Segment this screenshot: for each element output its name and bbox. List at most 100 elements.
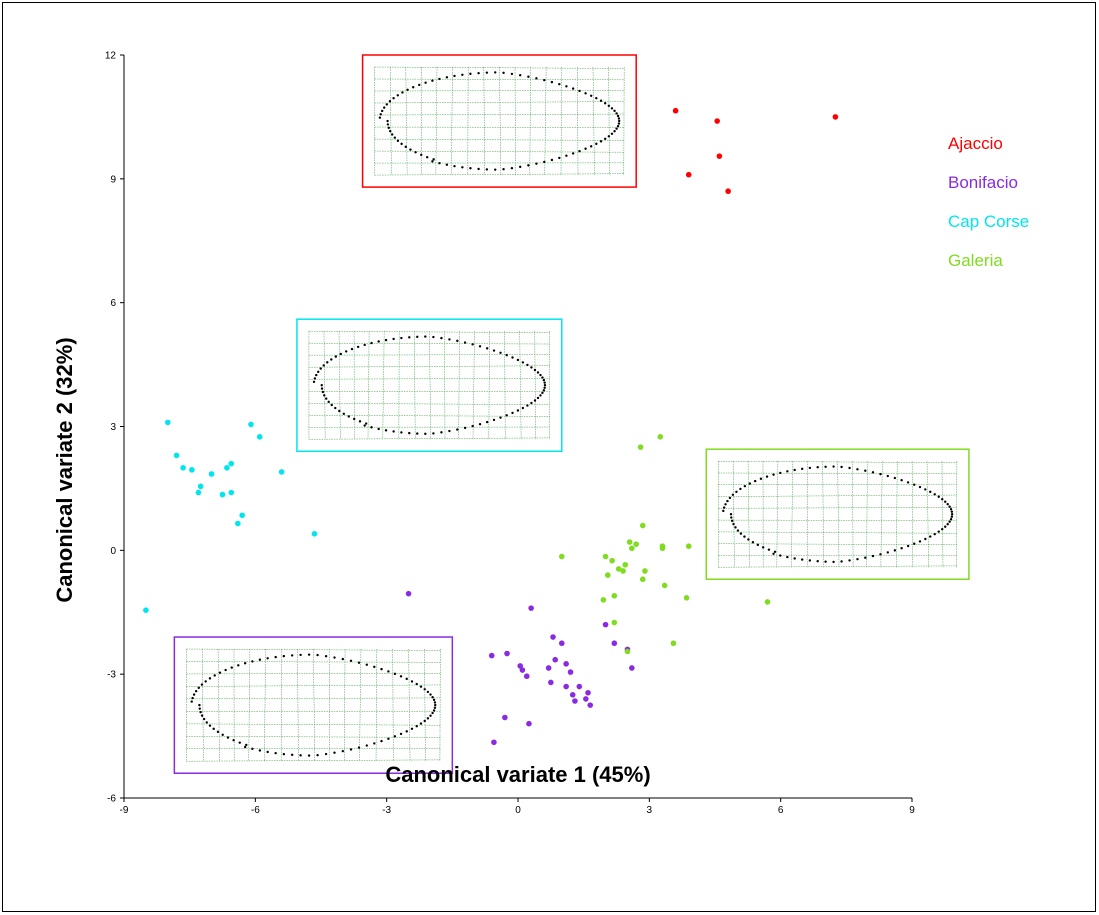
outline-landmark <box>840 560 843 563</box>
outline-landmark <box>492 418 496 422</box>
outline-landmark <box>728 496 732 500</box>
outline-landmark <box>485 420 489 424</box>
deformation-grid-line <box>718 472 957 475</box>
deformation-grid-line <box>313 649 316 762</box>
deformation-grid-line <box>308 365 550 368</box>
outline-landmark <box>416 335 419 339</box>
outline-landmark <box>578 89 581 93</box>
outline-landmark <box>933 493 936 496</box>
outline-landmark <box>357 746 361 749</box>
outline-landmark <box>324 752 328 756</box>
deformation-grid-line <box>359 649 362 762</box>
outline-landmark <box>730 519 734 523</box>
outline-landmark <box>431 160 434 163</box>
outline-landmark <box>380 739 383 743</box>
outline-landmark <box>363 343 366 347</box>
outline-landmark <box>334 406 337 410</box>
outline-landmark <box>393 136 397 139</box>
outline-landmark <box>879 553 882 556</box>
outline-landmark <box>258 658 262 661</box>
deformation-grid-line <box>297 649 299 762</box>
data-point <box>197 483 204 490</box>
outline-landmark <box>237 664 240 667</box>
outline-landmark <box>385 103 389 106</box>
deformation-grid-line <box>822 461 824 568</box>
outline-landmark <box>471 343 474 346</box>
outline-landmark <box>900 547 903 550</box>
outline-landmark <box>274 751 277 755</box>
data-point <box>180 464 186 471</box>
data-point <box>583 696 589 702</box>
outline-landmark <box>469 167 472 170</box>
shape-inset <box>705 448 970 580</box>
outline-landmark <box>358 420 362 423</box>
outline-landmark <box>334 355 338 358</box>
outline-landmark <box>521 406 525 410</box>
outline-landmark <box>543 160 546 164</box>
outline-landmark <box>793 468 796 472</box>
outline-landmark <box>198 707 201 710</box>
outline-landmark <box>438 77 441 81</box>
outline-landmark <box>419 685 423 688</box>
outline-landmark <box>365 663 368 666</box>
outline-landmark <box>338 409 341 413</box>
outline-landmark <box>377 427 380 431</box>
outline-landmark <box>266 657 269 660</box>
outline-landmark <box>535 162 538 165</box>
deformation-grid-line <box>718 460 957 463</box>
data-point <box>626 539 633 545</box>
deformation-grid-line <box>367 331 370 440</box>
outline-landmark <box>426 690 430 694</box>
outline-landmark <box>542 378 546 382</box>
data-point <box>764 599 771 605</box>
data-point <box>685 543 692 550</box>
outline-landmark <box>767 548 771 551</box>
deformation-grid-line <box>374 150 625 153</box>
outline-landmark <box>251 747 254 751</box>
data-point <box>239 512 245 519</box>
outline-landmark <box>808 466 812 470</box>
outline-landmark <box>349 748 353 751</box>
outline-landmark <box>753 479 757 483</box>
x-tick-label: 3 <box>647 805 653 816</box>
outline-landmark <box>226 736 230 739</box>
deformation-grid-line <box>776 461 779 568</box>
outline-landmark <box>599 140 603 143</box>
outline-landmark <box>743 535 746 538</box>
data-point <box>714 118 720 124</box>
outline-landmark <box>350 347 354 351</box>
outline-landmark <box>415 725 418 728</box>
outline-landmark <box>584 147 587 150</box>
data-point <box>622 561 629 568</box>
data-point <box>725 188 731 195</box>
outline-landmark <box>732 522 735 526</box>
outline-landmark <box>913 542 916 545</box>
outline-landmark <box>571 152 575 155</box>
data-point <box>519 667 526 673</box>
outline-landmark <box>307 653 311 656</box>
data-point <box>256 434 263 440</box>
outline-landmark <box>539 394 542 397</box>
outline-landmark <box>341 657 345 661</box>
outline-landmark <box>808 559 812 562</box>
deformation-grid-line <box>424 649 426 762</box>
outline-landmark <box>929 490 932 494</box>
deformation-grid-line <box>374 66 625 69</box>
deformation-grid-line <box>429 331 432 440</box>
outline-landmark <box>893 549 897 552</box>
outline-landmark <box>432 432 435 435</box>
outline-landmark <box>949 508 953 511</box>
outline-landmark <box>363 424 366 427</box>
outline-landmark <box>735 490 738 494</box>
outline-landmark <box>786 470 789 473</box>
x-tick-label: 6 <box>778 805 784 816</box>
data-point <box>558 553 565 560</box>
outline-landmark <box>505 414 508 417</box>
data-point <box>683 595 690 601</box>
data-point <box>228 460 235 467</box>
deformation-grid-line <box>514 66 516 176</box>
outline-landmark <box>541 391 544 395</box>
outline-landmark <box>330 403 333 407</box>
outline-landmark <box>739 487 742 491</box>
outline-landmark <box>616 124 620 128</box>
